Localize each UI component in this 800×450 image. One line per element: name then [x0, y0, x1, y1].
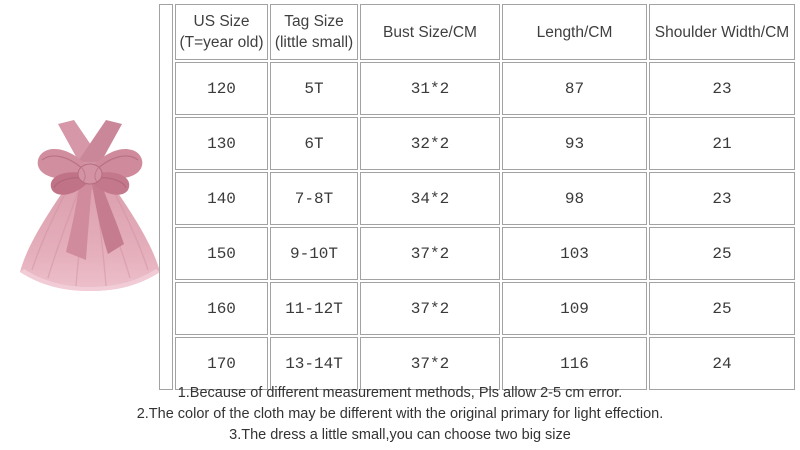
cell-tag-size: 7-8T	[270, 172, 358, 225]
cell-shoulder: 25	[649, 282, 795, 335]
note-line-3: 3.The dress a little small,you can choos…	[229, 427, 571, 443]
header-sublabel: (little small)	[274, 34, 354, 51]
cell-tag-size: 11-12T	[270, 282, 358, 335]
notes: 1.Because of different measurement metho…	[0, 383, 800, 446]
table-row: 130 6T 32*2 93 21	[159, 117, 795, 170]
header-label: Shoulder Width/CM	[654, 23, 790, 41]
table-row: 120 5T 31*2 87 23	[159, 62, 795, 115]
cell-shoulder: 24	[649, 337, 795, 390]
cell-length: 98	[502, 172, 647, 225]
table-row: 140 7-8T 34*2 98 23	[159, 172, 795, 225]
cell-us-size: 150	[175, 227, 268, 280]
cell-tag-size: 5T	[270, 62, 358, 115]
cell-bust: 37*2	[360, 227, 500, 280]
header-tag-size: Tag Size (little small)	[270, 4, 358, 60]
table-header-row: US Size (T=year old) Tag Size (little sm…	[159, 4, 795, 390]
table-spacer-cell	[159, 4, 173, 390]
cell-tag-size: 9-10T	[270, 227, 358, 280]
header-length: Length/CM	[502, 4, 647, 60]
cell-shoulder: 21	[649, 117, 795, 170]
cell-bust: 34*2	[360, 172, 500, 225]
cell-tag-size: 13-14T	[270, 337, 358, 390]
cell-us-size: 130	[175, 117, 268, 170]
cell-length: 116	[502, 337, 647, 390]
size-chart-table: US Size (T=year old) Tag Size (little sm…	[157, 2, 797, 392]
header-shoulder-width: Shoulder Width/CM	[649, 4, 795, 60]
dress-illustration	[20, 120, 160, 291]
note-line-1: 1.Because of different measurement metho…	[177, 385, 623, 401]
dress-image	[8, 100, 172, 296]
cell-us-size: 170	[175, 337, 268, 390]
cell-us-size: 140	[175, 172, 268, 225]
cell-bust: 31*2	[360, 62, 500, 115]
header-label: US Size	[193, 13, 250, 30]
cell-bust: 37*2	[360, 337, 500, 390]
cell-length: 87	[502, 62, 647, 115]
header-sublabel: (T=year old)	[179, 34, 264, 51]
cell-shoulder: 23	[649, 172, 795, 225]
table-row: 150 9-10T 37*2 103 25	[159, 227, 795, 280]
cell-shoulder: 23	[649, 62, 795, 115]
header-label: Bust Size/CM	[383, 23, 477, 41]
cell-tag-size: 6T	[270, 117, 358, 170]
cell-bust: 37*2	[360, 282, 500, 335]
cell-us-size: 120	[175, 62, 268, 115]
note-line-2: 2.The color of the cloth may be differen…	[136, 406, 664, 422]
cell-us-size: 160	[175, 282, 268, 335]
header-label: Length/CM	[536, 23, 613, 41]
table-row: 160 11-12T 37*2 109 25	[159, 282, 795, 335]
cell-length: 109	[502, 282, 647, 335]
header-us-size: US Size (T=year old)	[175, 4, 268, 60]
table-row: 170 13-14T 37*2 116 24	[159, 337, 795, 390]
cell-length: 103	[502, 227, 647, 280]
cell-shoulder: 25	[649, 227, 795, 280]
cell-length: 93	[502, 117, 647, 170]
header-label: Tag Size	[284, 13, 344, 30]
cell-bust: 32*2	[360, 117, 500, 170]
header-bust-size: Bust Size/CM	[360, 4, 500, 60]
